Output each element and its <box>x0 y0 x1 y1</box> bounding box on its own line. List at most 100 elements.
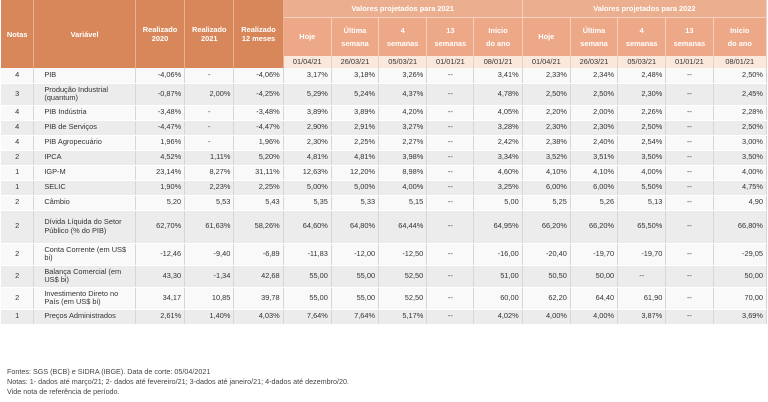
cell-value: 50,00 <box>570 265 619 288</box>
header-date: 05/03/21 <box>617 55 667 68</box>
cell-value: -1,34 <box>184 265 235 288</box>
cell-value: -- <box>665 210 714 244</box>
cell-value: 7,64% <box>331 309 380 325</box>
cell-value: - <box>184 105 235 121</box>
cell-value: -- <box>665 287 714 310</box>
cell-value: 6,00% <box>522 180 571 196</box>
footnote-reference: Vide nota de referência de período. <box>7 387 120 396</box>
cell-value: 4,00% <box>522 309 571 325</box>
cell-value: 3,18% <box>331 68 380 84</box>
header-date: 01/04/21 <box>522 55 571 68</box>
cell-value: 66,20% <box>522 210 571 244</box>
cell-value: 50,00 <box>713 265 767 288</box>
cell-nota: 2 <box>1 195 35 211</box>
cell-value: 51,00 <box>473 265 523 288</box>
table-row: 2 Câmbio 5,20 5,53 5,43 5,35 5,33 5,15 -- 5,00 5,2… <box>1 195 767 211</box>
cell-value: -- <box>426 265 475 288</box>
cell-value: -- <box>665 150 714 166</box>
cell-value: -- <box>665 195 714 211</box>
cell-value: 3,87% <box>617 309 667 325</box>
cell-value: 2,50% <box>617 120 667 136</box>
cell-value: -- <box>426 83 475 106</box>
header-date: 05/03/21 <box>378 55 428 68</box>
cell-value: -12,50 <box>378 243 428 266</box>
header-date: 26/03/21 <box>331 55 380 68</box>
cell-value: 55,00 <box>283 265 332 288</box>
cell-value: -- <box>665 243 714 266</box>
cell-value: -- <box>665 83 714 106</box>
cell-value: 5,15 <box>378 195 428 211</box>
cell-variavel: IGP-M <box>33 165 136 181</box>
cell-value: 3,52% <box>522 150 571 166</box>
cell-nota: 3 <box>1 83 35 106</box>
cell-value: 42,68 <box>233 265 284 288</box>
cell-value: -- <box>426 195 475 211</box>
table-row: 2 Investimento Direto no País (em US$ bi)… <box>1 287 767 310</box>
cell-value: 2,20% <box>522 105 571 121</box>
table-row: 2 Dívida Líquida do Setor Público (% do P… <box>1 210 767 244</box>
cell-value: 5,35 <box>283 195 332 211</box>
cell-value: 55,00 <box>283 287 332 310</box>
cell-value: 62,70% <box>135 210 186 244</box>
cell-value: -12,46 <box>135 243 186 266</box>
cell-nota: 4 <box>1 105 35 121</box>
table-row: 1 Preços Administrados 2,61% 1,40% 4,03% 7,64… <box>1 309 767 325</box>
cell-value: -- <box>426 120 475 136</box>
header-subcol: 4 semanas <box>378 16 428 56</box>
cell-value: 2,26% <box>617 105 667 121</box>
cell-value: -4,25% <box>233 83 284 106</box>
cell-value: 64,60% <box>283 210 332 244</box>
cell-value: 2,30% <box>283 135 332 151</box>
cell-value: -- <box>426 150 475 166</box>
cell-variavel: PIB Agropecuário <box>33 135 136 151</box>
cell-value: 2,00% <box>570 105 619 121</box>
cell-value: 5,13 <box>617 195 667 211</box>
cell-value: 2,25% <box>331 135 380 151</box>
cell-value: 4,81% <box>331 150 380 166</box>
cell-value: 5,00 <box>473 195 523 211</box>
cell-value: 3,28% <box>473 120 523 136</box>
header-subcolumns: Hoje Última semana 4 semanas 13 semanas Início d… <box>1 16 767 56</box>
cell-value: 7,64% <box>283 309 332 325</box>
cell-value: 3,98% <box>378 150 428 166</box>
header-subcol: Início do ano <box>713 16 767 56</box>
cell-value: 39,78 <box>233 287 284 310</box>
cell-value: 64,80% <box>331 210 380 244</box>
cell-value: 65,50% <box>617 210 667 244</box>
cell-value: - <box>184 135 235 151</box>
cell-variavel: PIB de Serviços <box>33 120 136 136</box>
cell-variavel: Investimento Direto no País (em US$ bi) <box>33 287 136 310</box>
cell-value: 3,25% <box>473 180 523 196</box>
header-date: 08/01/21 <box>473 55 523 68</box>
cell-value: 3,17% <box>283 68 332 84</box>
cell-value: 4,52% <box>135 150 186 166</box>
cell-value: 2,50% <box>713 120 767 136</box>
cell-value: 2,38% <box>522 135 571 151</box>
cell-value: -- <box>665 165 714 181</box>
footnote-notes: Notas: 1- dados até março/21; 2- dados a… <box>7 377 350 386</box>
cell-variavel: IPCA <box>33 150 136 166</box>
cell-value: 2,42% <box>473 135 523 151</box>
cell-value: 2,50% <box>713 68 767 84</box>
cell-value: -3,48% <box>135 105 186 121</box>
cell-value: 6,00% <box>570 180 619 196</box>
cell-variavel: Câmbio <box>33 195 136 211</box>
cell-variavel: Produção Industrial (quantum) <box>33 83 136 106</box>
cell-value: 5,00% <box>331 180 380 196</box>
cell-value: -- <box>665 309 714 325</box>
cell-value: 8,98% <box>378 165 428 181</box>
cell-value: 55,00 <box>331 287 380 310</box>
cell-value: 4,81% <box>283 150 332 166</box>
table-row: 4 PIB -4,06% - -4,06% 3,17% 3,18% 3,26% -- 3,41% 2… <box>1 68 767 84</box>
cell-value: 23,14% <box>135 165 186 181</box>
table-row: 4 PIB Agropecuário 1,96% -1,96% 2,30% 2,25% 2,… <box>1 135 767 151</box>
cell-value: -3,48% <box>233 105 284 121</box>
cell-value: 61,63% <box>184 210 235 244</box>
cell-value: -4,47% <box>135 120 186 136</box>
cell-value: 1,40% <box>184 309 235 325</box>
cell-variavel: PIB <box>33 68 136 84</box>
cell-value: 2,28% <box>713 105 767 121</box>
header-variavel: Variável <box>33 0 136 68</box>
cell-value: 2,27% <box>378 135 428 151</box>
cell-nota: 1 <box>1 309 35 325</box>
